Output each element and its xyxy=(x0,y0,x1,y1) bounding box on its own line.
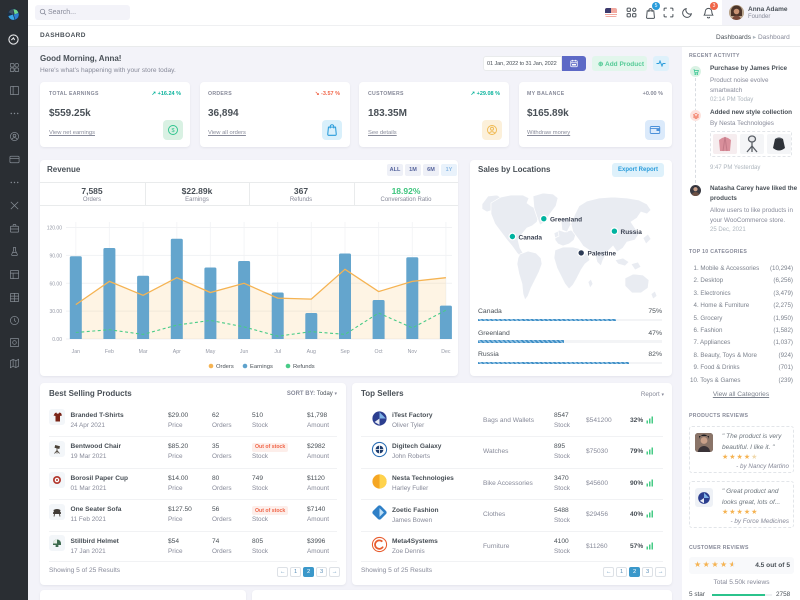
svg-text:0.00: 0.00 xyxy=(52,337,62,343)
svg-text:Palestine: Palestine xyxy=(588,251,617,258)
svg-text:Sep: Sep xyxy=(340,349,349,355)
svg-text:Greenland: Greenland xyxy=(550,217,582,224)
svg-text:Refunds: Refunds xyxy=(293,364,315,370)
svg-text:Mar: Mar xyxy=(139,349,148,355)
svg-text:Dec: Dec xyxy=(441,349,451,355)
svg-text:Canada: Canada xyxy=(519,234,543,241)
svg-text:60.00: 60.00 xyxy=(49,281,62,287)
svg-text:Jun: Jun xyxy=(240,349,248,355)
svg-text:Jan: Jan xyxy=(72,349,80,355)
svg-text:Russia: Russia xyxy=(621,229,643,236)
svg-text:Nov: Nov xyxy=(408,349,418,355)
svg-text:Aug: Aug xyxy=(307,349,316,355)
svg-text:30.00: 30.00 xyxy=(49,309,62,315)
svg-text:Feb: Feb xyxy=(105,349,114,355)
svg-text:Apr: Apr xyxy=(173,349,181,355)
svg-text:$: $ xyxy=(171,128,174,134)
svg-text:90.00: 90.00 xyxy=(49,253,62,259)
svg-text:Oct: Oct xyxy=(375,349,384,355)
svg-text:120.00: 120.00 xyxy=(47,226,63,232)
svg-text:Orders: Orders xyxy=(216,364,234,370)
svg-text:Earnings: Earnings xyxy=(250,364,273,370)
svg-text:Jul: Jul xyxy=(274,349,281,355)
svg-text:May: May xyxy=(205,349,215,355)
